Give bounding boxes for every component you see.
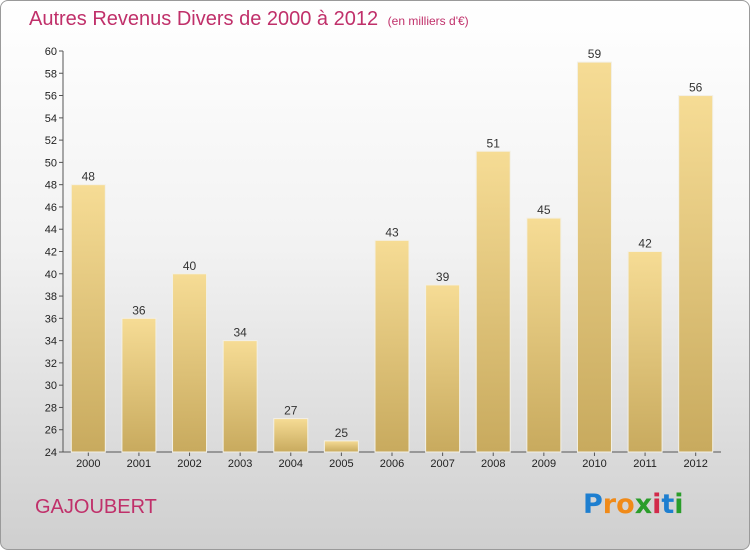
y-tick-label: 38 <box>45 291 57 303</box>
bar-2011 <box>627 251 663 453</box>
x-tick-label: 2000 <box>76 458 100 470</box>
x-tick-label: 2011 <box>633 458 657 470</box>
y-tick-label: 44 <box>45 224 57 236</box>
x-tick-label: 2009 <box>532 458 556 470</box>
y-tick-label: 30 <box>45 380 57 392</box>
y-tick-label: 56 <box>45 91 57 103</box>
logo-letter: P <box>583 489 603 520</box>
y-tick-label: 40 <box>45 269 57 281</box>
data-label: 40 <box>183 259 197 273</box>
logo-letter: r <box>602 489 617 520</box>
y-tick-label: 50 <box>45 157 57 169</box>
y-tick-label: 42 <box>45 247 57 259</box>
logo-letter: t <box>661 489 675 520</box>
bar-2010 <box>576 61 612 453</box>
y-tick-label: 32 <box>45 358 57 370</box>
data-label: 51 <box>487 136 501 150</box>
bar-2006 <box>374 239 410 453</box>
bar-2001 <box>121 317 157 453</box>
data-label: 36 <box>132 303 146 317</box>
chart-title: Autres Revenus Divers de 2000 à 2012 (en… <box>29 8 469 31</box>
x-tick-label: 2012 <box>683 458 707 470</box>
bar-2000 <box>70 184 106 453</box>
chart-data-labels: 48 36 40 34 27 25 43 39 51 45 59 42 56 <box>82 47 703 440</box>
y-tick-label: 26 <box>45 425 57 437</box>
x-tick-label: 2002 <box>177 458 201 470</box>
data-label: 59 <box>588 47 602 61</box>
y-tick-label: 60 <box>45 46 57 58</box>
x-tick-label: 2010 <box>582 458 606 470</box>
data-label: 43 <box>385 225 399 239</box>
x-tick-label: 2006 <box>380 458 404 470</box>
bar-2009 <box>526 217 562 453</box>
y-tick-label: 52 <box>45 135 57 147</box>
commune-name: GAJOUBERT <box>35 496 157 518</box>
y-tick-label: 48 <box>45 180 57 192</box>
bar-2004 <box>273 418 309 453</box>
data-label: 48 <box>82 170 96 184</box>
bar-2003 <box>222 340 258 453</box>
chart-bars <box>70 61 714 453</box>
chart-title-text: Autres Revenus Divers de 2000 à 2012 <box>29 8 379 30</box>
data-label: 56 <box>689 81 703 95</box>
y-tick-label: 54 <box>45 113 57 125</box>
proxiti-logo[interactable]: Proxiti <box>583 489 684 520</box>
logo-letter: o <box>616 489 635 520</box>
bar-2002 <box>172 273 208 453</box>
data-label: 42 <box>638 237 652 251</box>
data-label: 39 <box>436 270 450 284</box>
logo-letter: i <box>652 489 662 520</box>
data-label: 45 <box>537 203 551 217</box>
x-tick-label: 2003 <box>228 458 252 470</box>
chart-subtitle: (en milliers d'€) <box>387 14 469 28</box>
bar-2008 <box>475 150 511 453</box>
bar-2007 <box>425 284 461 453</box>
data-label: 34 <box>233 326 247 340</box>
x-tick-label: 2007 <box>430 458 454 470</box>
y-tick-label: 24 <box>45 447 57 459</box>
y-tick-label: 34 <box>45 336 57 348</box>
logo-letter: x <box>634 489 653 520</box>
y-tick-label: 58 <box>45 68 57 80</box>
bar-2005 <box>323 440 359 453</box>
x-tick-label: 2004 <box>279 458 303 470</box>
bar-2012 <box>678 95 714 453</box>
x-tick-label: 2001 <box>127 458 151 470</box>
x-tick-label: 2008 <box>481 458 505 470</box>
x-tick-label: 2005 <box>329 458 353 470</box>
data-label: 25 <box>335 426 349 440</box>
y-tick-label: 36 <box>45 313 57 325</box>
y-tick-label: 28 <box>45 402 57 414</box>
logo-letter: i <box>674 489 684 520</box>
y-tick-label: 46 <box>45 202 57 214</box>
data-label: 27 <box>284 404 298 418</box>
